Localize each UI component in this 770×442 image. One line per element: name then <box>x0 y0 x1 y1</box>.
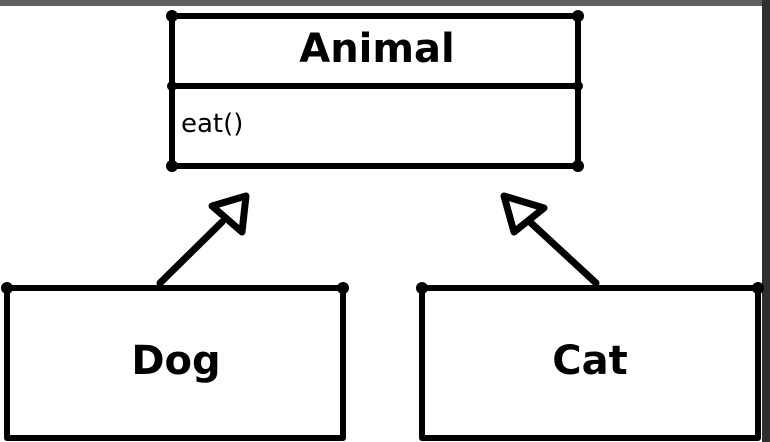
corner-dot <box>416 282 428 294</box>
window-top-frame <box>0 0 770 6</box>
class-box-cat-border <box>419 285 761 441</box>
corner-dot <box>752 282 764 294</box>
class-box-animal[interactable]: Animal eat() <box>166 10 584 172</box>
arrow-head-cat-icon <box>500 192 548 236</box>
arrow-head-dog-icon <box>208 192 250 236</box>
corner-dot <box>573 81 583 91</box>
corner-dot <box>1 282 13 294</box>
corner-dot <box>572 10 584 22</box>
inheritance-arrow-dog <box>156 192 250 287</box>
class-name-cat: Cat <box>552 338 627 384</box>
class-box-cat[interactable]: Cat <box>416 282 764 441</box>
arrow-line-cat <box>526 218 600 287</box>
corner-dot <box>166 10 178 22</box>
class-box-dog[interactable]: Dog <box>1 282 349 441</box>
corner-dot <box>337 282 349 294</box>
corner-dot <box>572 160 584 172</box>
corner-dot <box>167 81 177 91</box>
arrow-line-dog <box>156 218 226 287</box>
method-eat: eat() <box>181 109 243 139</box>
class-name-dog: Dog <box>131 338 220 384</box>
corner-dot <box>166 160 178 172</box>
class-name-animal: Animal <box>299 26 455 72</box>
window-right-frame <box>762 0 770 442</box>
inheritance-arrow-cat <box>500 192 600 287</box>
class-box-dog-border <box>4 285 346 441</box>
